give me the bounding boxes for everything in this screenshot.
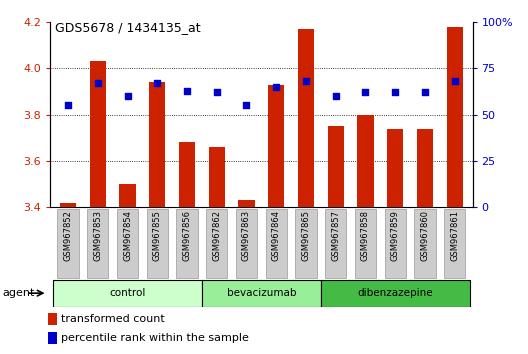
FancyBboxPatch shape bbox=[53, 280, 202, 307]
Text: agent: agent bbox=[3, 288, 35, 298]
Point bbox=[153, 80, 162, 86]
Text: transformed count: transformed count bbox=[61, 314, 164, 324]
Text: GSM967853: GSM967853 bbox=[93, 210, 102, 261]
Text: GSM967865: GSM967865 bbox=[301, 210, 310, 261]
Bar bbox=[90, 62, 106, 207]
FancyBboxPatch shape bbox=[266, 209, 287, 278]
Text: GSM967856: GSM967856 bbox=[183, 210, 192, 261]
FancyBboxPatch shape bbox=[414, 209, 436, 278]
Text: GSM967861: GSM967861 bbox=[450, 210, 459, 261]
FancyBboxPatch shape bbox=[236, 209, 257, 278]
Bar bbox=[60, 202, 76, 207]
FancyBboxPatch shape bbox=[444, 209, 465, 278]
Point bbox=[64, 103, 72, 108]
Bar bbox=[298, 29, 314, 207]
FancyBboxPatch shape bbox=[147, 209, 168, 278]
Bar bbox=[327, 126, 344, 207]
Point bbox=[302, 79, 310, 84]
Point bbox=[361, 90, 370, 95]
FancyBboxPatch shape bbox=[202, 280, 321, 307]
Text: GSM967860: GSM967860 bbox=[420, 210, 429, 261]
Text: GSM967864: GSM967864 bbox=[272, 210, 281, 261]
FancyBboxPatch shape bbox=[117, 209, 138, 278]
Bar bbox=[48, 332, 57, 344]
Text: percentile rank within the sample: percentile rank within the sample bbox=[61, 333, 249, 343]
Bar bbox=[238, 200, 254, 207]
Bar bbox=[149, 82, 165, 207]
FancyBboxPatch shape bbox=[295, 209, 317, 278]
FancyBboxPatch shape bbox=[58, 209, 79, 278]
Bar bbox=[209, 147, 225, 207]
Text: GSM967863: GSM967863 bbox=[242, 210, 251, 261]
FancyBboxPatch shape bbox=[176, 209, 197, 278]
FancyBboxPatch shape bbox=[206, 209, 228, 278]
Point bbox=[212, 90, 221, 95]
Bar bbox=[268, 85, 285, 207]
Text: GSM967858: GSM967858 bbox=[361, 210, 370, 261]
Text: GSM967857: GSM967857 bbox=[331, 210, 340, 261]
Text: GDS5678 / 1434135_at: GDS5678 / 1434135_at bbox=[55, 21, 201, 34]
Point bbox=[123, 93, 131, 99]
Text: control: control bbox=[109, 288, 146, 298]
Point bbox=[450, 79, 459, 84]
Bar bbox=[48, 314, 57, 325]
FancyBboxPatch shape bbox=[87, 209, 108, 278]
Text: bevacizumab: bevacizumab bbox=[227, 288, 296, 298]
FancyBboxPatch shape bbox=[325, 209, 346, 278]
Point bbox=[332, 93, 340, 99]
FancyBboxPatch shape bbox=[384, 209, 406, 278]
Text: GSM967854: GSM967854 bbox=[123, 210, 132, 261]
Text: GSM967852: GSM967852 bbox=[63, 210, 72, 261]
Bar bbox=[387, 129, 403, 207]
Text: GSM967855: GSM967855 bbox=[153, 210, 162, 261]
Text: GSM967859: GSM967859 bbox=[391, 210, 400, 261]
Text: GSM967862: GSM967862 bbox=[212, 210, 221, 261]
Point bbox=[421, 90, 429, 95]
Bar bbox=[447, 27, 463, 207]
Point bbox=[391, 90, 400, 95]
Bar bbox=[119, 184, 136, 207]
Point bbox=[183, 88, 191, 93]
Bar bbox=[417, 129, 433, 207]
FancyBboxPatch shape bbox=[355, 209, 376, 278]
Point bbox=[242, 103, 251, 108]
Text: dibenzazepine: dibenzazepine bbox=[357, 288, 433, 298]
Point bbox=[93, 80, 102, 86]
FancyBboxPatch shape bbox=[321, 280, 469, 307]
Bar bbox=[179, 142, 195, 207]
Bar bbox=[357, 115, 374, 207]
Point bbox=[272, 84, 280, 90]
